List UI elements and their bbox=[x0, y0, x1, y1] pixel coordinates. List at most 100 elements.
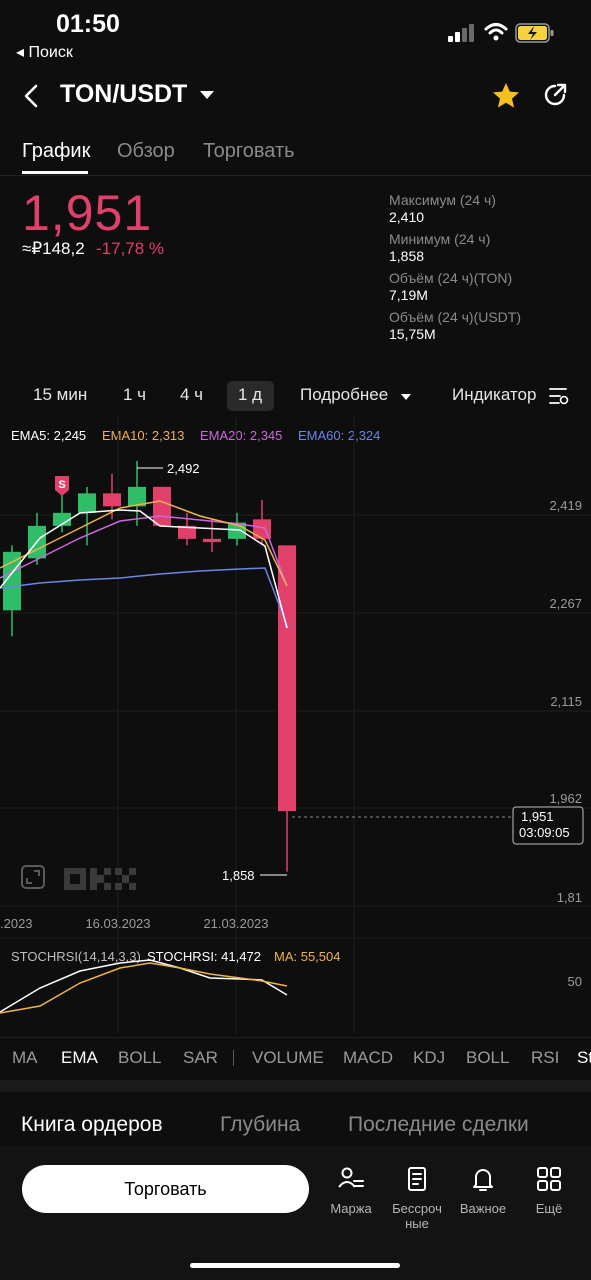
tab-order-book[interactable]: Книга ордеров bbox=[21, 1113, 163, 1136]
interval-more-dropdown[interactable]: Подробнее bbox=[300, 385, 389, 404]
nav-important-label: Важное bbox=[459, 1201, 507, 1216]
ema5-line bbox=[0, 509, 288, 629]
indicator-tab-stoch[interactable]: St bbox=[577, 1048, 591, 1067]
high-label: 2,492 bbox=[167, 461, 200, 476]
grid-icon bbox=[537, 1167, 561, 1191]
x-tick-label: 21.03.2023 bbox=[203, 916, 268, 931]
stat-volume-usdt-label: Объём (24 ч)(USDT) bbox=[389, 309, 522, 325]
share-icon[interactable] bbox=[540, 80, 570, 110]
nav-margin[interactable]: Маржа bbox=[319, 1165, 383, 1216]
ema60-legend: EMA60: 2,324 bbox=[298, 428, 381, 443]
candle-body bbox=[103, 493, 121, 507]
candle-body bbox=[178, 525, 196, 539]
indicators-button[interactable]: Индикатор bbox=[452, 385, 537, 404]
y-tick-label: 2,267 bbox=[549, 596, 582, 611]
pair-dropdown-caret-icon[interactable] bbox=[200, 91, 214, 99]
indicator-tab-ma[interactable]: MA bbox=[12, 1048, 38, 1067]
stat-volume-ton-label: Объём (24 ч)(TON) bbox=[389, 270, 513, 286]
interval-1h[interactable]: 1 ч bbox=[123, 385, 147, 404]
current-price-tag bbox=[512, 806, 584, 845]
candle-body bbox=[78, 493, 96, 513]
trade-button[interactable]: Торговать bbox=[22, 1165, 309, 1213]
more-caret-icon[interactable] bbox=[401, 394, 411, 400]
nav-perpetual[interactable]: Бессроч ные bbox=[385, 1165, 449, 1231]
indicator-tab-macd[interactable]: MACD bbox=[343, 1048, 394, 1067]
stochrsi-legend-value: STOCHRSI: 41,472 bbox=[147, 949, 261, 964]
perpetual-icon bbox=[408, 1167, 426, 1191]
candle-countdown: 03:09:05 bbox=[519, 825, 570, 840]
candle-body bbox=[53, 512, 71, 526]
tabs-divider bbox=[0, 175, 591, 176]
nav-more-label: Ещё bbox=[535, 1201, 563, 1216]
svg-text:S: S bbox=[58, 479, 65, 491]
battery-charging-icon bbox=[515, 23, 554, 43]
y-tick-label: 2,115 bbox=[550, 694, 582, 709]
nav-perpetual-label: Бессроч ные bbox=[392, 1201, 442, 1231]
indicator-tab-volume[interactable]: VOLUME bbox=[252, 1048, 324, 1067]
cellular-signal-icon bbox=[448, 24, 474, 42]
interval-4h[interactable]: 4 ч bbox=[180, 385, 204, 404]
stat-low-label: Минимум (24 ч) bbox=[389, 231, 491, 247]
favorite-star-icon[interactable] bbox=[490, 80, 522, 112]
nav-important[interactable]: Важное bbox=[451, 1165, 515, 1216]
stochrsi-ma-line bbox=[0, 962, 288, 1014]
nav-margin-label: Маржа bbox=[330, 1201, 372, 1216]
price-change-percent: -17,78 % bbox=[96, 239, 165, 258]
tab-chart[interactable]: График bbox=[22, 140, 91, 162]
x-tick-label: 16.03.2023 bbox=[85, 916, 150, 931]
stoch-tick-label: 50 bbox=[568, 974, 582, 989]
bell-icon bbox=[473, 1169, 493, 1191]
indicator-tab-boll[interactable]: BOLL bbox=[118, 1048, 162, 1067]
nav-more[interactable]: Ещё bbox=[517, 1165, 581, 1216]
ema20-line bbox=[0, 515, 288, 587]
active-tab-indicator bbox=[22, 171, 88, 174]
indicator-tab-boll-sub[interactable]: BOLL bbox=[466, 1048, 510, 1067]
y-tick-label: 1,81 bbox=[557, 890, 582, 905]
stat-volume-usdt-value: 15,75M bbox=[389, 326, 436, 342]
x-tick-label: .2023 bbox=[0, 916, 33, 931]
ema10-legend: EMA10: 2,313 bbox=[102, 428, 185, 443]
indicator-tabs-divider bbox=[0, 1037, 591, 1038]
ema20-legend: EMA20: 2,345 bbox=[200, 428, 283, 443]
tab-recent-trades[interactable]: Последние сделки bbox=[348, 1113, 529, 1136]
ema5-legend: EMA5: 2,245 bbox=[11, 428, 87, 443]
back-chevron-icon[interactable] bbox=[18, 80, 46, 112]
margin-icon bbox=[338, 1167, 364, 1188]
fullscreen-icon bbox=[21, 865, 45, 889]
indicator-tab-kdj[interactable]: KDJ bbox=[413, 1048, 446, 1067]
stat-high-value: 2,410 bbox=[389, 209, 425, 225]
okx-watermark-logo-icon bbox=[64, 868, 136, 890]
tab-overview[interactable]: Обзор bbox=[117, 140, 175, 162]
last-price: 1,951 bbox=[22, 185, 153, 241]
ema60-line bbox=[0, 567, 289, 629]
indicator-tab-rsi[interactable]: RSI bbox=[531, 1048, 560, 1067]
interval-15m[interactable]: 15 мин bbox=[33, 385, 88, 404]
indicator-tab-sar[interactable]: SAR bbox=[183, 1048, 218, 1067]
candle-body bbox=[128, 486, 146, 507]
trading-pair-title[interactable]: TON/USDT bbox=[60, 80, 188, 108]
wifi-icon bbox=[484, 23, 508, 41]
stochrsi-legend-ma: MA: 55,504 bbox=[274, 949, 341, 964]
indicator-separator bbox=[233, 1050, 234, 1066]
event-s-badge-icon: S bbox=[55, 476, 69, 496]
indicator-settings-icon[interactable] bbox=[548, 386, 570, 406]
indicator-tab-ema[interactable]: EMA bbox=[61, 1048, 98, 1067]
tab-depth[interactable]: Глубина bbox=[220, 1113, 301, 1136]
interval-active-bg bbox=[227, 381, 274, 411]
back-to-search-link[interactable]: ◂ Поиск bbox=[16, 44, 73, 61]
low-label: 1,858 bbox=[222, 868, 255, 883]
price-chart[interactable]: 2,419 2,267 2,115 1,962 1,81 .2023 16.03… bbox=[0, 418, 591, 1038]
stat-volume-ton-value: 7,19M bbox=[389, 287, 428, 303]
status-time: 01:50 bbox=[56, 10, 120, 38]
candle-body bbox=[203, 538, 221, 543]
candle-body bbox=[153, 486, 171, 526]
current-price-value: 1,951 bbox=[521, 809, 554, 824]
y-tick-label: 1,962 bbox=[549, 791, 582, 806]
tab-trade[interactable]: Торговать bbox=[203, 140, 295, 162]
stochrsi-legend-name: STOCHRSI(14,14,3,3) bbox=[11, 949, 141, 964]
stat-low-value: 1,858 bbox=[389, 248, 425, 264]
home-indicator bbox=[190, 1263, 400, 1268]
stat-high-label: Максимум (24 ч) bbox=[389, 192, 496, 208]
interval-1d[interactable]: 1 д bbox=[238, 385, 263, 404]
price-in-rub: ≈₽148,2 bbox=[22, 239, 85, 258]
